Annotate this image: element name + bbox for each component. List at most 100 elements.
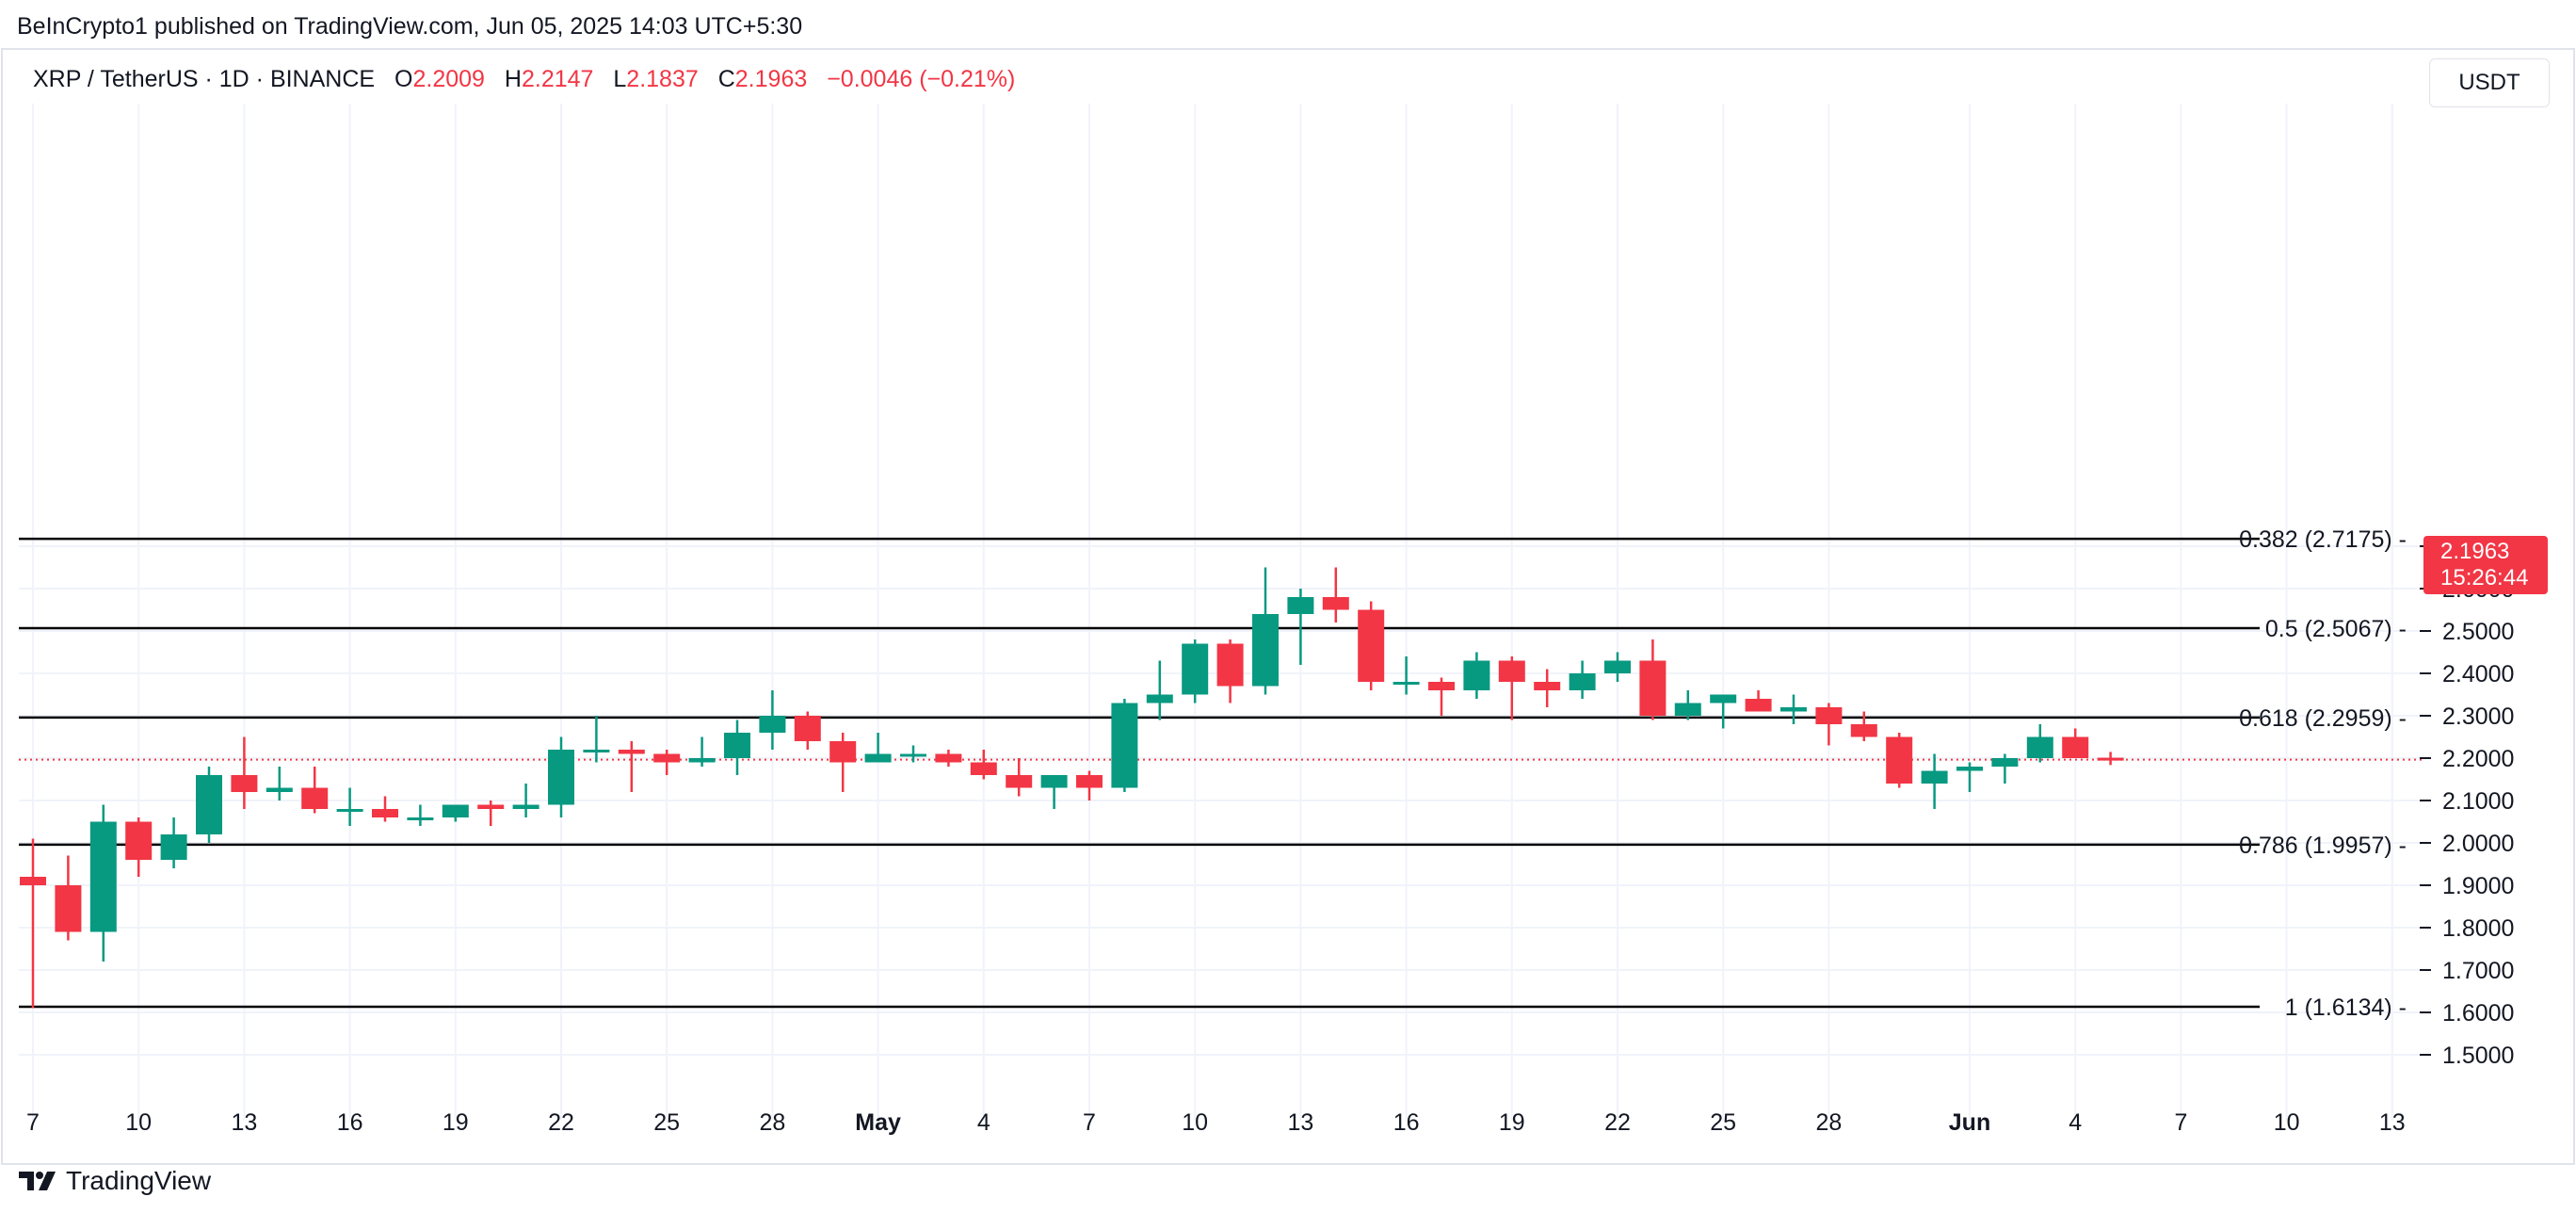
candle-body bbox=[794, 716, 821, 741]
price-tick-label: 1.8000 bbox=[2442, 915, 2514, 942]
chart-frame: 0.382 (2.7175) - 0.5 (2.5067) - 0.618 (2.2… bbox=[0, 47, 2576, 1166]
candle bbox=[372, 796, 398, 822]
candle bbox=[266, 767, 293, 801]
time-tick-label: 7 bbox=[26, 1109, 40, 1136]
price-tick-label: 2.0000 bbox=[2442, 831, 2514, 857]
candle-body bbox=[1710, 694, 1737, 704]
price-tick-label: 2.4000 bbox=[2442, 661, 2514, 687]
candle-body bbox=[1639, 660, 1666, 716]
candle bbox=[2062, 728, 2089, 758]
candle bbox=[160, 817, 187, 868]
candle-body bbox=[1850, 724, 1877, 737]
candle-body bbox=[372, 809, 398, 817]
candle-body bbox=[2097, 757, 2124, 761]
candle-body bbox=[1498, 660, 1525, 682]
candle-body bbox=[1287, 597, 1314, 614]
tradingview-logo[interactable]: TradingView bbox=[19, 1166, 211, 1196]
price-tick-label: 2.1000 bbox=[2442, 788, 2514, 815]
close-value: 2.1963 bbox=[734, 66, 808, 92]
time-tick-label: 22 bbox=[1604, 1109, 1631, 1136]
candle bbox=[1850, 711, 1877, 741]
candle-body bbox=[196, 775, 222, 834]
candle-body bbox=[301, 787, 329, 809]
time-tick-label: Jun bbox=[1949, 1109, 1990, 1136]
last-price-tag: 2.1963 15:26:44 bbox=[2423, 536, 2548, 594]
open-label: O bbox=[394, 66, 413, 92]
candle-body bbox=[125, 821, 153, 860]
open-value: 2.2009 bbox=[412, 66, 485, 92]
price-axis: 1.5000 1.6000 1.7000 1.8000 1.9000 2.0000 2.10… bbox=[2420, 534, 2514, 1069]
candle bbox=[1322, 567, 1349, 623]
candle-body bbox=[759, 716, 786, 733]
candle-body bbox=[1745, 699, 1772, 712]
candle bbox=[1815, 703, 1843, 746]
price-tick-label: 1.6000 bbox=[2442, 1000, 2514, 1027]
candle bbox=[900, 745, 926, 763]
time-tick-label: 25 bbox=[653, 1109, 680, 1136]
candle bbox=[759, 690, 786, 750]
candle bbox=[1006, 758, 1033, 797]
currency-button[interactable]: USDT bbox=[2429, 58, 2550, 107]
candle-body bbox=[477, 804, 505, 809]
candle bbox=[1710, 694, 1737, 729]
candle bbox=[407, 804, 434, 826]
brand-name: TradingView bbox=[66, 1166, 212, 1195]
low-value: 2.1837 bbox=[626, 66, 699, 92]
time-tick-label: 19 bbox=[1499, 1109, 1525, 1136]
candle-body bbox=[548, 750, 574, 805]
candle-body bbox=[1463, 660, 1490, 690]
candle-body bbox=[1815, 707, 1843, 724]
candle bbox=[1358, 601, 1385, 690]
candle bbox=[1956, 762, 1983, 792]
time-tick-label: 25 bbox=[1710, 1109, 1736, 1136]
candle bbox=[1569, 660, 1596, 699]
candle-body bbox=[1182, 643, 1209, 695]
time-tick-label: 16 bbox=[1393, 1109, 1420, 1136]
symbol-legend[interactable]: XRP / TetherUS · 1D · BINANCE O2.2009 H2… bbox=[33, 66, 1015, 93]
candle-body bbox=[2026, 736, 2053, 758]
time-tick-label: 7 bbox=[1083, 1109, 1096, 1136]
time-tick-label: 19 bbox=[443, 1109, 469, 1136]
time-axis: 7 10 13 16 19 22 25 28 May 4 7 10 13 16 19 22 25 28 Jun 4 7 1… bbox=[26, 1109, 2406, 1136]
fib-level-label: 0.5 (2.5067) - bbox=[2265, 616, 2407, 642]
price-tick-label: 2.2000 bbox=[2442, 746, 2514, 772]
time-tick-label: 13 bbox=[1287, 1109, 1313, 1136]
candle-body bbox=[1322, 597, 1349, 610]
candle bbox=[442, 804, 469, 822]
candle bbox=[1040, 775, 1068, 809]
bar-countdown: 15:26:44 bbox=[2440, 565, 2529, 590]
candle-body bbox=[442, 804, 469, 817]
candle-body bbox=[1991, 758, 2019, 767]
fib-level-label: 0.618 (2.2959) - bbox=[2239, 705, 2407, 732]
candle bbox=[1498, 656, 1525, 720]
candle bbox=[1604, 652, 1631, 682]
candle-body bbox=[407, 817, 434, 820]
candle bbox=[1780, 694, 1807, 724]
time-tick-label: 16 bbox=[337, 1109, 363, 1136]
candle bbox=[1252, 567, 1279, 695]
candle-body bbox=[1076, 775, 1103, 788]
candle-body bbox=[2062, 736, 2089, 758]
publisher-caption: BeInCrypto1 published on TradingView.com… bbox=[17, 13, 803, 40]
candlestick-chart[interactable]: 0.382 (2.7175) - 0.5 (2.5067) - 0.618 (2.2… bbox=[0, 47, 2576, 1166]
candle-body bbox=[1569, 673, 1596, 690]
candle-body bbox=[1006, 775, 1033, 788]
candle-body bbox=[55, 885, 82, 932]
candle-body bbox=[653, 753, 681, 763]
candle bbox=[1428, 677, 1455, 716]
time-tick-label: 10 bbox=[1182, 1109, 1208, 1136]
candle-body bbox=[20, 877, 46, 885]
candle bbox=[231, 736, 258, 809]
candle bbox=[1393, 656, 1420, 695]
candle-body bbox=[1428, 682, 1455, 690]
candle-body bbox=[1252, 614, 1279, 687]
price-tick-label: 1.7000 bbox=[2442, 958, 2514, 984]
candle-body bbox=[688, 758, 716, 763]
candle-body bbox=[1886, 736, 1913, 784]
low-label: L bbox=[613, 66, 627, 92]
candle bbox=[1146, 660, 1173, 720]
symbol-title: XRP / TetherUS · 1D · BINANCE bbox=[33, 66, 376, 92]
candle bbox=[2097, 752, 2124, 766]
candle bbox=[1534, 669, 1561, 707]
candle bbox=[829, 733, 857, 792]
